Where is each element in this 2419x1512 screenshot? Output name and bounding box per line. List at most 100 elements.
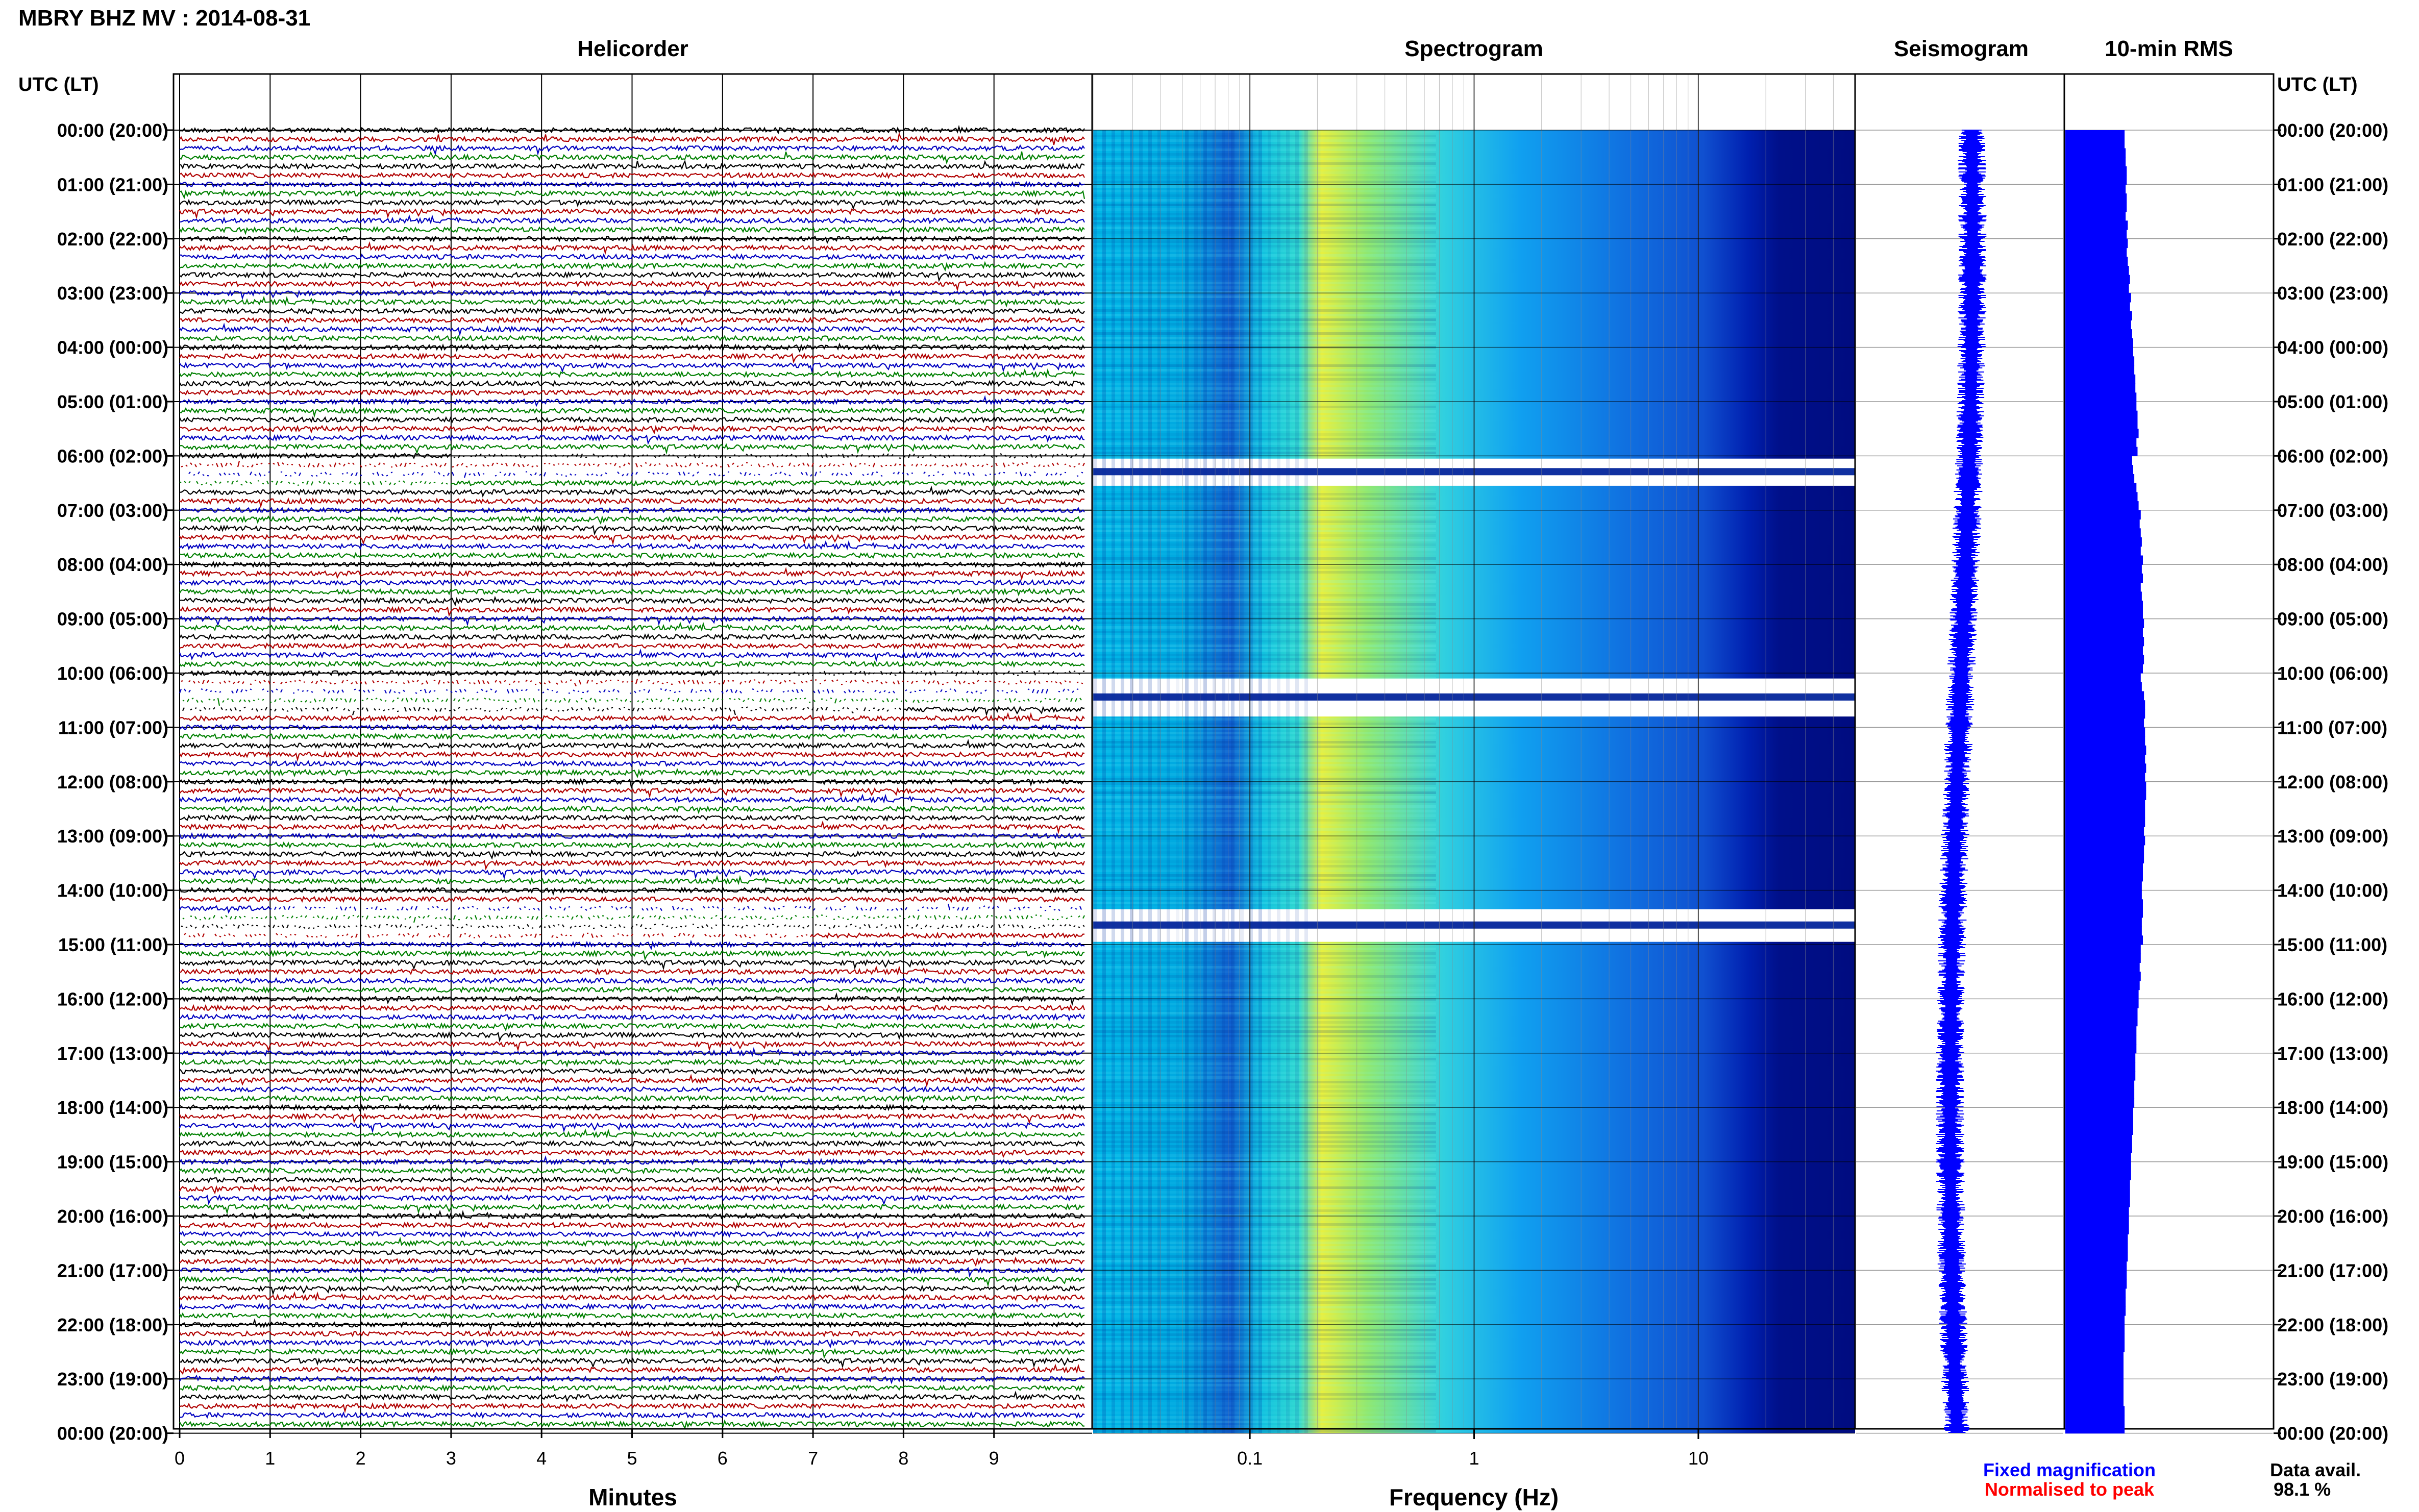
spectrogram-texture-row — [1093, 355, 1436, 358]
spectrogram-texture-row — [1093, 576, 1436, 578]
spectrogram-texture-row — [1093, 236, 1436, 238]
rms-bar — [2065, 130, 2125, 140]
spectrogram-texture-row — [1093, 263, 1436, 266]
helicorder-trace-row — [179, 1302, 1085, 1310]
time-label-right: 09:00 (05:00) — [2277, 609, 2388, 630]
spectrogram-texture-row — [1093, 580, 1436, 583]
rms-bar — [2065, 1360, 2124, 1370]
rms-bar — [2065, 474, 2135, 484]
rms-bar — [2065, 519, 2140, 529]
rms-bar — [2065, 1035, 2137, 1045]
rms-bar — [2065, 609, 2143, 619]
time-label-left: 04:00 (00:00) — [57, 337, 168, 358]
rms-bar — [2065, 1216, 2129, 1226]
rms-bar — [2065, 1107, 2133, 1117]
helicorder-trace-row — [179, 1318, 1085, 1332]
spectrogram-texture-row — [1093, 199, 1436, 202]
rms-bar — [2065, 781, 2146, 791]
spectrogram-texture-row — [1093, 1255, 1436, 1258]
spectrogram-texture-row — [1093, 406, 1436, 408]
rms-bar — [2065, 1062, 2136, 1072]
helicorder-trace-row — [179, 1094, 1085, 1103]
x-axis-ticks: 0 1 2 3 4 5 6 7 8 9 0.1 1 10 — [175, 1429, 1709, 1469]
helicorder-trace-row — [179, 443, 1085, 455]
rms-bar — [2065, 1188, 2130, 1199]
rms-bar — [2065, 220, 2128, 230]
helicorder-trace-row — [179, 859, 1085, 871]
helicorder-trace-row — [179, 1047, 1085, 1057]
spectrogram-texture-row — [1093, 493, 1436, 495]
spectrogram-texture-row — [1093, 589, 1436, 592]
rms-bar — [2065, 1116, 2133, 1126]
time-label-left: 21:00 (17:00) — [57, 1260, 168, 1281]
spectrogram-texture-row — [1093, 1421, 1436, 1423]
spectrogram-texture-row — [1093, 649, 1436, 652]
helicorder-trace-row — [179, 1291, 1085, 1303]
helicorder-trace-row — [179, 841, 1085, 850]
spectrogram-texture-row — [1093, 801, 1436, 803]
spectrogram-texture-row — [1093, 332, 1436, 335]
spectrogram-texture-row — [1093, 277, 1436, 280]
spectrogram-texture-row — [1093, 1228, 1436, 1230]
time-label-right: 07:00 (03:00) — [2277, 500, 2388, 521]
helicorder-trace-row — [179, 992, 1085, 1006]
helicorder-trace-row — [179, 226, 1085, 235]
spectrogram-texture-row — [1093, 957, 1436, 959]
helicorder-trace-row — [179, 514, 1085, 525]
helicorder-trace-row — [179, 1128, 1085, 1138]
spectrogram-texture-row — [1093, 893, 1436, 895]
spectrogram-texture-row — [1093, 181, 1436, 183]
rms-bar — [2065, 546, 2141, 556]
rms-bar — [2065, 709, 2145, 719]
seismogram-trace — [1856, 130, 2063, 1434]
spectrogram-texture-row — [1093, 227, 1436, 229]
rms-bar — [2065, 754, 2145, 764]
time-label-right: 22:00 (18:00) — [2277, 1315, 2388, 1335]
helicorder-trace-row — [179, 316, 1085, 326]
rms-bar — [2065, 1387, 2124, 1398]
time-label-right: 13:00 (09:00) — [2277, 826, 2388, 847]
spectrogram-texture-row — [1093, 1062, 1436, 1065]
helicorder-trace-row — [179, 307, 1085, 315]
helicorder-trace-row — [179, 261, 1085, 271]
time-label-right: 21:00 (17:00) — [2277, 1260, 2388, 1281]
time-label-left: 08:00 (04:00) — [57, 554, 168, 575]
helicorder-trace-row — [179, 587, 1085, 597]
spectrogram-texture-row — [1093, 415, 1436, 417]
rms-bar — [2065, 800, 2145, 809]
rms-bar — [2065, 727, 2145, 737]
spectrogram-texture-row — [1093, 810, 1436, 812]
rms-bar — [2065, 184, 2126, 194]
spectrogram-texture-row — [1093, 906, 1436, 909]
rms-bar — [2065, 1017, 2138, 1027]
spectrogram-texture-row — [1093, 250, 1436, 252]
spectrogram-texture-row — [1093, 438, 1436, 440]
spectrogram-texture-row — [1093, 1200, 1436, 1203]
spectrogram-texture-row — [1093, 1026, 1436, 1028]
helicorder-trace-row — [179, 361, 1085, 374]
spectrogram-texture-row — [1093, 1379, 1436, 1382]
rms-bar — [2065, 1134, 2132, 1144]
spectrogram-texture-row — [1093, 1287, 1436, 1290]
helicorder-trace-row — [179, 1330, 1085, 1337]
helicorder-trace-row — [179, 159, 1085, 170]
spectrogram-texture-row — [1093, 222, 1436, 225]
helicorder-trace-row — [179, 596, 1085, 607]
spectrogram-texture-row — [1093, 860, 1436, 863]
helicorder-trace-row — [179, 434, 1085, 445]
rms-bar — [2065, 1370, 2124, 1379]
spectrogram-texture-row — [1093, 231, 1436, 234]
helicorder-trace-row — [179, 1112, 1085, 1124]
spectrogram-texture-row — [1093, 1384, 1436, 1386]
spectrogram-texture-row — [1093, 948, 1436, 950]
spectrogram-texture-row — [1093, 295, 1436, 298]
rms-bar — [2065, 1044, 2137, 1054]
data-availability-label: Data avail. — [2270, 1459, 2361, 1480]
spectrogram-texture-row — [1093, 635, 1436, 638]
spectrogram-texture-row — [1093, 1067, 1436, 1070]
rms-bar — [2065, 465, 2133, 475]
spectrogram-texture-row — [1093, 718, 1436, 721]
rms-bar — [2065, 1207, 2129, 1217]
helicorder-trace-row — [181, 460, 1085, 468]
spectrogram-x-tick-label: 0.1 — [1237, 1448, 1263, 1469]
